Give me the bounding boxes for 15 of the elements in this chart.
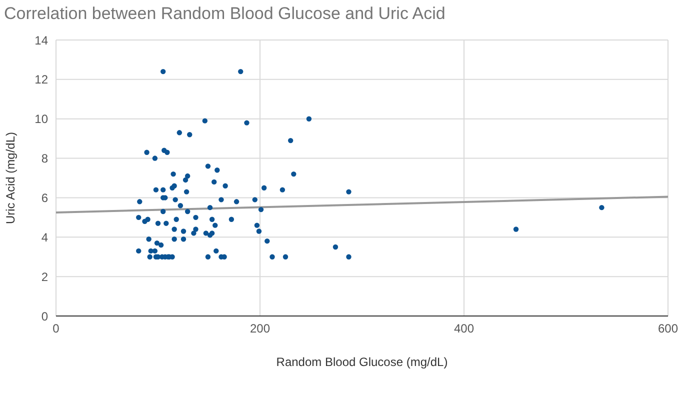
y-tick-label: 12	[34, 72, 48, 87]
y-axis-title: Uric Acid (mg/dL)	[3, 132, 18, 224]
y-tick-label: 14	[34, 33, 48, 48]
x-tick-label: 400	[454, 322, 474, 336]
x-tick-label: 0	[52, 322, 60, 336]
x-tick-label: 200	[250, 322, 270, 336]
x-axis-title: Random Blood Glucose (mg/dL)	[276, 355, 448, 369]
y-tick-label: 4	[41, 230, 48, 244]
y-tick-label: 2	[41, 270, 48, 284]
y-tick-label: 6	[41, 190, 48, 205]
y-tick-label: 0	[41, 309, 48, 324]
y-tick-label: 8	[41, 152, 48, 166]
y-tick-label: 10	[34, 112, 48, 126]
x-tick-label: 600	[658, 322, 678, 336]
chart-title: Correlation between Random Blood Glucose and Uric Acid	[4, 4, 446, 24]
